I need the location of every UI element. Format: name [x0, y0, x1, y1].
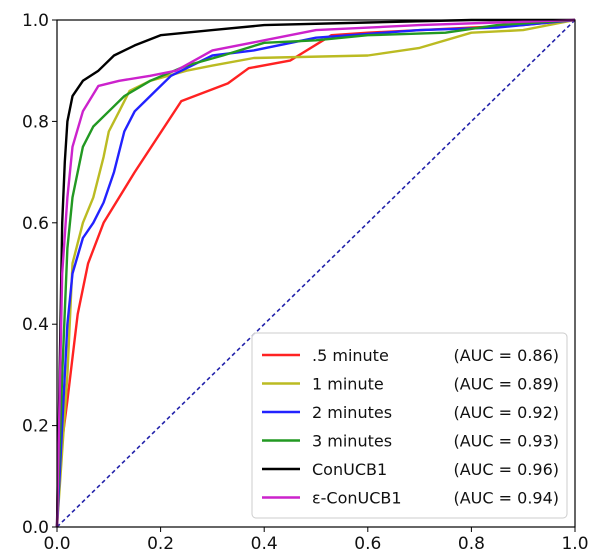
x-tick-label: 0.8 [458, 534, 485, 552]
series-layer [55, 18, 576, 528]
legend-box [251, 332, 568, 519]
legend-auc-6: (AUC = 0.94) [453, 489, 559, 508]
legend-label-3: 2 minutes [312, 403, 392, 422]
y-tick-label: 0.6 [22, 214, 49, 234]
legend-label-5: ConUCB1 [312, 460, 387, 479]
x-tick-label: 0.2 [147, 534, 174, 552]
y-tick-label: 0.8 [22, 112, 49, 132]
legend-label-1: .5 minute [312, 346, 389, 365]
x-tick-label: 0.0 [43, 534, 70, 552]
plot-frame [56, 19, 576, 528]
y-tick-label: 0.4 [22, 315, 49, 335]
legend-auc-3: (AUC = 0.92) [453, 403, 559, 422]
legend-auc-1: (AUC = 0.86) [453, 346, 559, 365]
legend-label-2: 1 minute [312, 375, 384, 394]
reference-diagonal-line [56, 19, 576, 528]
series-line-6 [55, 18, 576, 528]
x-tick-label: 1.0 [561, 534, 588, 552]
legend-auc-2: (AUC = 0.89) [453, 375, 559, 394]
legend: .5 minute (AUC = 0.86) 1 minute (AUC = 0.89… [251, 332, 568, 519]
legend-auc-5: (AUC = 0.96) [453, 460, 559, 479]
x-tick-label: 0.4 [251, 534, 278, 552]
x-tick-label: 0.6 [354, 534, 381, 552]
series-line-5 [55, 18, 575, 528]
y-tick-label: 0.0 [22, 518, 49, 538]
series-line-2 [55, 18, 576, 528]
series-line-4 [55, 18, 576, 528]
legend-label-6: ε-ConUCB1 [312, 489, 402, 508]
legend-auc-4: (AUC = 0.93) [453, 432, 559, 451]
y-tick-label: 0.2 [22, 417, 49, 437]
legend-label-4: 3 minutes [312, 432, 392, 451]
y-tick-label: 1.0 [22, 11, 49, 31]
series-line-3 [55, 18, 576, 528]
tick-layer: 0.0 0.2 0.4 0.6 0.8 1.0 0.0 0.2 0.4 0.6 0.8 1.0 [22, 11, 589, 552]
